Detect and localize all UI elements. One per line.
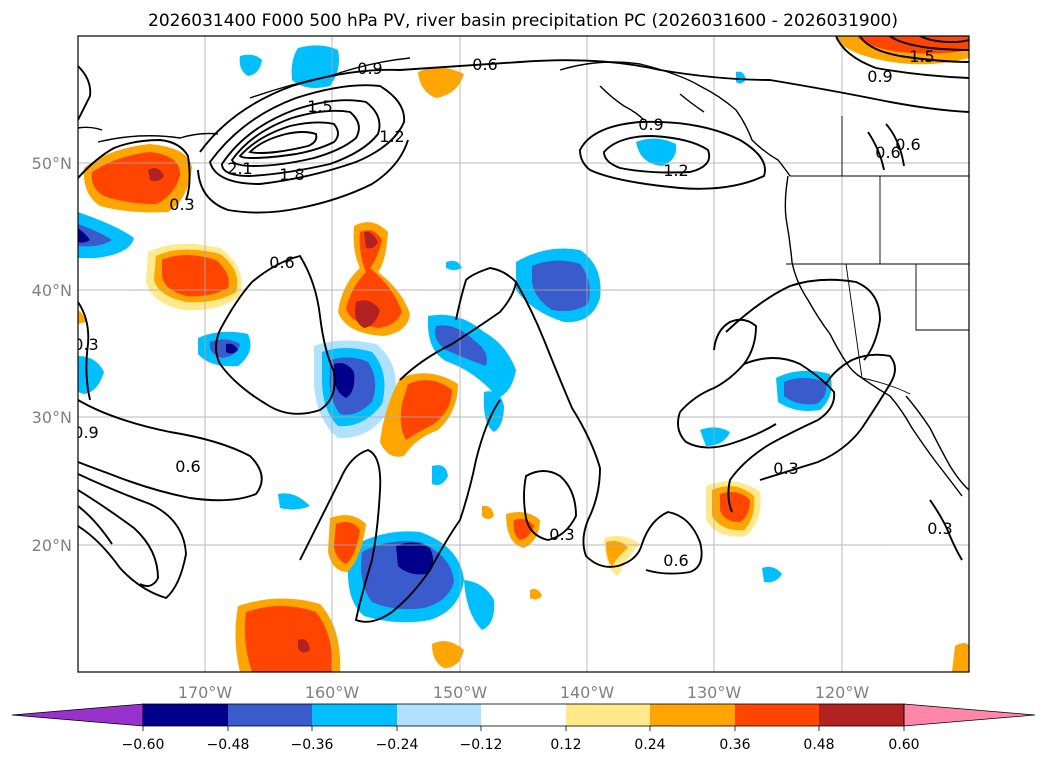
contour-label: 1.5 xyxy=(307,97,332,116)
contour-label: 0.6 xyxy=(895,135,920,154)
contour-label: 0.3 xyxy=(549,525,574,544)
lon-tick-label: 120°W xyxy=(815,683,870,702)
colorbar-extend-min xyxy=(11,703,144,727)
colorbar-frame xyxy=(142,703,905,727)
contour-label: 1.2 xyxy=(379,127,404,146)
contour-label: 0.9 xyxy=(867,67,892,86)
lon-tick-label: 130°W xyxy=(687,683,742,702)
colorbar-tick-label: 0.36 xyxy=(719,737,750,753)
colorbar-tick-label: −0.36 xyxy=(291,737,334,753)
lon-tick-label: 160°W xyxy=(305,683,360,702)
contour-label: 0.9 xyxy=(73,423,98,442)
colorbar-segment xyxy=(819,704,904,726)
negative-pc-shading xyxy=(78,45,832,630)
chart-title: 2026031400 F000 500 hPa PV, river basin … xyxy=(148,11,898,31)
colorbar-tick-label: −0.60 xyxy=(122,737,165,753)
lat-tick-label: 30°N xyxy=(32,408,72,427)
contour-label: 0.3 xyxy=(773,459,798,478)
contour-label: 0.6 xyxy=(269,253,294,272)
colorbar-tick-label: −0.48 xyxy=(207,737,250,753)
colorbar-segment xyxy=(397,704,481,726)
contour-label: 1.8 xyxy=(279,165,304,184)
contour-labels: 0.6 0.9 1.5 2.1 1.8 1.2 0.3 0.6 0.9 1.2 … xyxy=(73,47,953,570)
colorbar-extend-max xyxy=(903,703,1036,727)
contour-label: 0.9 xyxy=(357,59,382,78)
contour-label: 0.6 xyxy=(663,551,688,570)
lon-tick-label: 140°W xyxy=(560,683,615,702)
contour-label: 0.3 xyxy=(169,195,194,214)
borders xyxy=(786,116,969,395)
colorbar-segment xyxy=(735,704,819,726)
colorbar-segment xyxy=(650,704,735,726)
colorbar: −0.60 −0.48 −0.36 −0.24 −0.12 0.12 0.24 … xyxy=(11,703,1036,753)
colorbar-segment xyxy=(566,704,650,726)
lon-tick-label: 170°W xyxy=(178,683,233,702)
lat-tick-label: 20°N xyxy=(32,536,72,555)
contour-label: 0.6 xyxy=(472,55,497,74)
colorbar-segment xyxy=(481,704,566,726)
pv-contours xyxy=(78,36,969,623)
contour-label: 0.6 xyxy=(875,143,900,162)
contour-label: 1.5 xyxy=(909,47,934,66)
contour-label: 1.2 xyxy=(663,161,688,180)
map-panel: 0.6 0.9 1.5 2.1 1.8 1.2 0.3 0.6 0.9 1.2 … xyxy=(73,36,969,672)
positive-pc-shading xyxy=(78,36,969,672)
colorbar-segment xyxy=(143,704,228,726)
colorbar-tick-label: −0.24 xyxy=(376,737,419,753)
lat-tick-label: 50°N xyxy=(32,154,72,173)
colorbar-segment xyxy=(312,704,397,726)
contour-label: 0.3 xyxy=(927,519,952,538)
contour-label: 2.1 xyxy=(227,159,252,178)
lat-tick-labels: 50°N 40°N 30°N 20°N xyxy=(32,154,72,555)
contour-label: 0.9 xyxy=(638,115,663,134)
colorbar-tick-label: 0.24 xyxy=(634,737,665,753)
colorbar-tick-label: −0.12 xyxy=(460,737,503,753)
colorbar-tick-label: 0.60 xyxy=(888,737,919,753)
colorbar-tick-label: 0.12 xyxy=(550,737,581,753)
lat-tick-label: 40°N xyxy=(32,281,72,300)
lon-tick-labels: 170°W 160°W 150°W 140°W 130°W 120°W xyxy=(178,683,870,702)
colorbar-segment xyxy=(228,704,312,726)
contour-label: 0.3 xyxy=(73,335,98,354)
colorbar-tick-label: 0.48 xyxy=(803,737,834,753)
lon-tick-label: 150°W xyxy=(433,683,488,702)
contour-label: 0.6 xyxy=(175,457,200,476)
map-frame xyxy=(77,35,970,673)
coastlines xyxy=(78,57,969,497)
